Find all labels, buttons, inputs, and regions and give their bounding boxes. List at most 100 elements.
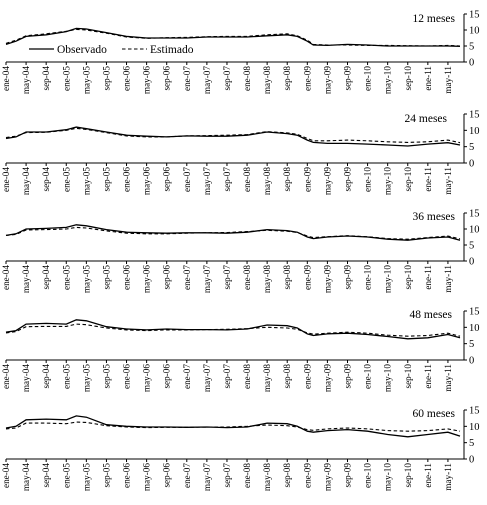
x-tick-label: ene-07 [182,463,192,488]
x-tick-label: ene-10 [363,265,373,290]
y-tick-label: 0 [469,455,474,466]
x-tick-label: sep-08 [282,364,292,389]
x-tick-label: may-04 [21,265,31,293]
x-tick-label: sep-07 [222,265,232,290]
x-tick-label: may-11 [443,265,453,293]
x-tick-label: may-04 [21,364,31,392]
x-tick-label: sep-08 [282,265,292,290]
y-tick-label: 10 [469,323,480,334]
x-tick-label: ene-04 [1,364,11,389]
x-tick-label: may-10 [383,66,393,94]
y-tick-label: 10 [469,225,480,236]
chart-panel-3: 0 5 10 15 ene-04 may-04 sep-04 ene-05 may-05 sep-… [1,209,480,294]
x-tick-label: sep-07 [222,167,232,192]
x-tick-label: sep-10 [403,265,413,290]
x-tick-label: ene-10 [363,463,373,488]
x-tick-label: sep-10 [403,167,413,192]
x-tick-label: sep-04 [41,66,51,91]
x-tick-label: may-09 [322,463,332,491]
x-tick-label: ene-07 [182,265,192,290]
series-line-estimado [5,323,461,337]
x-tick-label: ene-07 [182,364,192,389]
x-tick-label: may-06 [142,364,152,392]
series-line-estimado [5,28,461,47]
panel-title: 12 meses [413,13,456,25]
x-tick-label: sep-10 [403,364,413,389]
x-tick-label: ene-06 [122,463,132,488]
series-line-estimado [5,421,461,432]
series-line-observado [5,126,461,147]
x-tick-label: may-11 [443,364,453,392]
x-tick-label: may-09 [322,364,332,392]
x-tick-label: may-04 [21,463,31,491]
x-tick-label: may-11 [443,167,453,195]
y-tick-label: 15 [469,110,480,121]
x-tick-label: sep-10 [403,463,413,488]
x-tick-label: may-08 [262,167,272,195]
chart-panel-1: 0 5 10 15 ene-04 may-04 sep-04 ene-05 may-05 sep-… [1,10,480,95]
y-tick-label: 0 [469,159,474,170]
x-tick-label: may-07 [202,265,212,293]
chart-panel-5: 0 5 10 15 ene-04 may-04 sep-04 ene-05 may-05 sep-… [1,406,480,492]
x-tick-label: sep-09 [342,66,352,91]
x-tick-label: may-10 [383,364,393,392]
x-tick-label: may-07 [202,66,212,94]
x-tick-label: ene-05 [61,265,71,290]
series-line-estimado [5,127,461,144]
x-tick-label: may-10 [383,265,393,293]
x-tick-label: ene-04 [1,265,11,290]
x-tick-label: may-07 [202,364,212,392]
x-tick-label: ene-11 [423,364,433,389]
x-tick-label: may-06 [142,265,152,293]
y-tick-label: 10 [469,126,480,137]
x-tick-label: sep-06 [162,167,172,192]
x-tick-label: sep-09 [342,265,352,290]
x-tick-label: sep-04 [41,364,51,389]
x-tick-label: sep-04 [41,463,51,488]
x-tick-label: may-05 [81,265,91,293]
x-tick-label: sep-08 [282,167,292,192]
y-tick-label: 10 [469,26,480,37]
x-tick-label: may-06 [142,167,152,195]
x-tick-label: may-08 [262,463,272,491]
x-tick-label: sep-05 [101,265,111,290]
x-tick-label: ene-08 [242,265,252,290]
x-tick-label: sep-07 [222,463,232,488]
x-tick-label: sep-10 [403,66,413,91]
x-tick-label: ene-06 [122,265,132,290]
chart-legend: Observado Estimado [29,44,194,56]
legend-label-observado: Observado [57,44,107,56]
x-tick-label: sep-09 [342,463,352,488]
x-tick-label: ene-06 [122,364,132,389]
x-tick-label: sep-06 [162,66,172,91]
y-tick-label: 10 [469,422,480,433]
x-tick-label: ene-07 [182,167,192,192]
x-tick-label: ene-11 [423,265,433,290]
x-tick-label: ene-07 [182,66,192,91]
x-tick-label: may-09 [322,167,332,195]
x-tick-label: may-08 [262,66,272,94]
x-tick-label: may-06 [142,66,152,94]
x-tick-label: ene-04 [1,66,11,91]
x-tick-label: may-09 [322,66,332,94]
x-tick-label: ene-09 [302,167,312,192]
panel-title: 48 meses [410,309,453,321]
x-tick-label: ene-05 [61,66,71,91]
x-tick-label: ene-10 [363,364,373,389]
x-tick-label: may-05 [81,167,91,195]
panel-title: 24 meses [405,113,448,125]
series-line-estimado [5,226,461,240]
x-tick-label: may-10 [383,167,393,195]
x-tick-label: may-05 [81,364,91,392]
x-tick-label: may-05 [81,66,91,94]
y-tick-label: 15 [469,406,480,417]
x-tick-label: ene-05 [61,167,71,192]
x-tick-label: ene-09 [302,265,312,290]
x-tick-label: ene-11 [423,463,433,488]
x-tick-label: sep-05 [101,167,111,192]
chart-panel-2: 0 5 10 15 ene-04 may-04 sep-04 ene-05 may-05 sep-… [1,110,480,196]
x-tick-label: may-11 [443,66,453,94]
x-tick-label: ene-09 [302,66,312,91]
